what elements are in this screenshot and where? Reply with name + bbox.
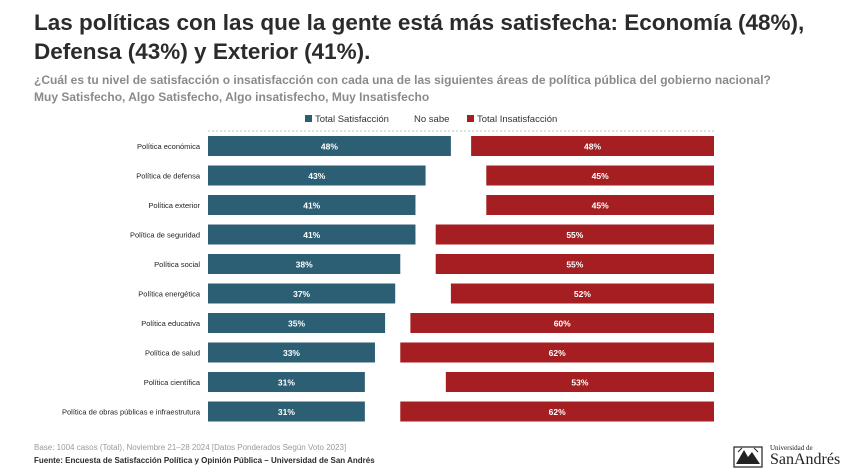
bar-satisfaction: [208, 195, 416, 215]
data-label-satisfaction: 35%: [288, 319, 305, 329]
data-label-satisfaction: 38%: [296, 260, 313, 270]
logo-text-main: SanAndrés: [770, 451, 841, 468]
bar-dissatisfaction: [486, 165, 714, 186]
bar-satisfaction: [208, 283, 396, 304]
category-label: Política social: [154, 260, 200, 269]
stacked-bar-chart: Total Satisfacción No sabe Total Insatisfa…: [62, 114, 714, 422]
data-label-dissatisfaction: 60%: [554, 319, 571, 329]
data-label-satisfaction: 31%: [278, 378, 295, 388]
bar-satisfaction: [208, 254, 401, 274]
bar-satisfaction: [208, 313, 386, 333]
data-label-dissatisfaction: 53%: [571, 378, 588, 388]
chart-subtitle-line-2: Muy Satisfecho, Algo Satisfecho, Algo in…: [34, 90, 430, 104]
data-label-satisfaction: 48%: [321, 142, 338, 152]
category-label: Política de seguridad: [130, 231, 200, 240]
bar-dissatisfaction: [435, 254, 714, 274]
footer-source: Fuente: Encuesta de Satisfacción Polític…: [34, 456, 375, 465]
chart-subtitle-line-1: ¿Cuál es tu nivel de satisfacción o insa…: [34, 73, 771, 87]
data-label-dissatisfaction: 45%: [592, 171, 609, 181]
data-label-dissatisfaction: 62%: [549, 348, 566, 358]
bar-dissatisfaction: [486, 195, 714, 215]
bar-satisfaction: [208, 342, 375, 363]
bar-satisfaction: [208, 224, 416, 245]
bar-dissatisfaction: [450, 283, 714, 304]
category-label: Política económica: [137, 142, 201, 151]
bar-dissatisfaction: [400, 401, 714, 422]
bar-satisfaction: [208, 136, 451, 156]
data-label-satisfaction: 43%: [308, 171, 325, 181]
legend-label: Total Satisfacción: [315, 114, 389, 125]
category-label: Política exterior: [148, 201, 200, 210]
chart-title: Las políticas con las que la gente está …: [34, 8, 854, 66]
category-label: Política energética: [138, 290, 201, 299]
data-label-dissatisfaction: 48%: [584, 142, 601, 152]
bar-satisfaction: [208, 165, 426, 186]
logo-text-top: Universidad de: [770, 444, 813, 452]
legend-swatch: [305, 115, 312, 122]
data-label-dissatisfaction: 62%: [549, 407, 566, 417]
data-label-dissatisfaction: 45%: [592, 201, 609, 211]
data-label-satisfaction: 31%: [278, 407, 295, 417]
bar-dissatisfaction: [471, 136, 714, 156]
data-label-dissatisfaction: 52%: [574, 289, 591, 299]
category-label: Política científica: [144, 378, 201, 387]
data-label-satisfaction: 41%: [303, 230, 320, 240]
bar-dissatisfaction: [435, 224, 714, 245]
chart-title-line-1: Las políticas con las que la gente está …: [34, 10, 805, 35]
category-label: Política de salud: [145, 349, 200, 358]
data-label-dissatisfaction: 55%: [566, 230, 583, 240]
data-label-dissatisfaction: 55%: [566, 260, 583, 270]
footer-base-note: Base: 1004 casos (Total), Noviembre 21–2…: [34, 443, 347, 452]
university-logo: Universidad de SanAndrés: [732, 444, 856, 472]
university-crest-icon: [733, 446, 763, 468]
bar-dissatisfaction: [410, 313, 714, 333]
bar-dissatisfaction: [400, 342, 714, 363]
data-label-satisfaction: 33%: [283, 348, 300, 358]
chart-title-line-2: Defensa (43%) y Exterior (41%).: [34, 39, 371, 64]
data-label-satisfaction: 37%: [293, 289, 310, 299]
category-label: Política de defensa: [136, 172, 201, 181]
legend-label: No sabe: [414, 114, 449, 125]
bar-satisfaction: [208, 401, 365, 422]
category-label: Política educativa: [141, 319, 201, 328]
bar-satisfaction: [208, 372, 365, 392]
legend-swatch: [467, 115, 474, 122]
chart-subtitle: ¿Cuál es tu nivel de satisfacción o insa…: [34, 72, 854, 106]
data-label-satisfaction: 41%: [303, 201, 320, 211]
category-label: Política de obras públicas e infraestrut…: [62, 408, 201, 417]
legend-label: Total Insatisfacción: [477, 114, 557, 125]
bar-dissatisfaction: [445, 372, 714, 392]
